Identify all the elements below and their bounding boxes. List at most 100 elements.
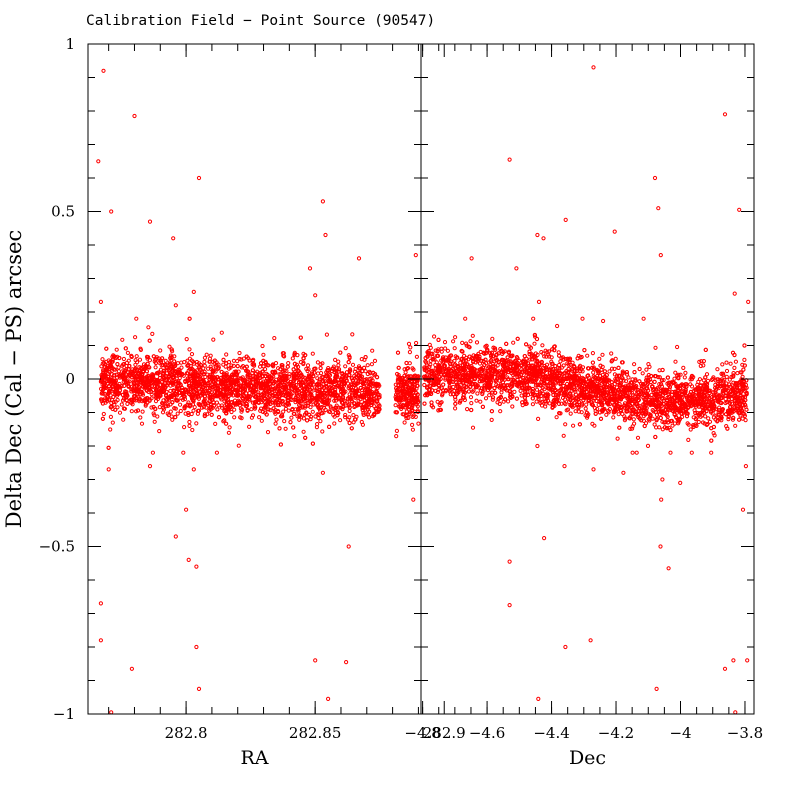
data-point xyxy=(178,402,183,407)
data-point xyxy=(129,354,134,359)
data-point xyxy=(107,389,112,394)
data-point xyxy=(99,386,104,391)
data-point xyxy=(207,356,212,361)
data-point xyxy=(140,409,145,414)
data-point xyxy=(360,369,365,374)
data-point xyxy=(645,443,651,448)
data-point xyxy=(110,420,115,425)
data-point xyxy=(347,367,353,372)
data-point xyxy=(260,369,265,374)
data-point xyxy=(119,402,124,407)
data-point xyxy=(597,356,602,361)
data-point xyxy=(724,374,729,379)
data-point xyxy=(612,366,617,371)
data-point xyxy=(224,421,229,426)
data-point xyxy=(297,378,302,383)
data-point xyxy=(281,409,286,414)
data-point xyxy=(125,401,130,406)
data-point xyxy=(673,359,678,364)
data-point xyxy=(114,347,119,352)
data-point xyxy=(175,411,180,416)
data-point xyxy=(100,401,106,406)
data-point xyxy=(347,408,352,414)
data-point xyxy=(337,381,342,386)
data-point xyxy=(249,383,254,388)
data-point xyxy=(321,395,326,400)
data-point xyxy=(403,370,408,375)
data-point xyxy=(229,409,234,415)
data-point xyxy=(320,470,325,475)
data-point xyxy=(191,408,196,413)
data-point xyxy=(401,402,406,407)
data-point xyxy=(293,397,298,402)
data-point xyxy=(177,390,182,396)
data-point xyxy=(221,357,226,362)
data-point xyxy=(372,393,377,398)
data-point xyxy=(601,318,606,324)
data-point xyxy=(313,293,318,298)
data-point xyxy=(108,427,113,432)
data-point xyxy=(324,332,329,337)
data-point xyxy=(121,356,127,362)
data-point xyxy=(682,375,687,380)
data-point xyxy=(343,346,348,351)
data-point xyxy=(165,411,170,416)
data-point xyxy=(394,428,399,433)
data-point xyxy=(288,420,293,425)
data-point xyxy=(224,361,229,366)
data-point xyxy=(326,696,331,702)
data-point xyxy=(149,392,154,397)
data-point xyxy=(109,710,114,715)
data-point xyxy=(406,341,412,346)
data-point xyxy=(244,391,249,396)
data-point xyxy=(244,354,249,359)
data-point xyxy=(182,397,188,402)
data-point xyxy=(112,373,117,378)
data-point xyxy=(111,400,116,405)
data-point xyxy=(152,419,157,424)
data-point xyxy=(147,365,152,370)
data-point xyxy=(289,415,294,420)
data-point xyxy=(291,425,296,430)
data-point xyxy=(116,369,122,374)
data-point xyxy=(115,405,120,410)
data-point xyxy=(313,658,318,663)
data-point xyxy=(358,379,363,384)
data-point xyxy=(180,372,185,377)
data-point xyxy=(468,385,473,390)
data-point xyxy=(263,396,268,401)
data-point xyxy=(314,425,319,430)
data-point xyxy=(715,367,720,372)
data-point xyxy=(226,366,232,371)
data-point xyxy=(215,407,220,412)
data-point xyxy=(303,435,308,440)
data-point xyxy=(108,405,113,410)
data-point xyxy=(127,364,132,369)
data-point xyxy=(365,363,370,368)
data-point xyxy=(177,375,182,381)
data-point xyxy=(305,418,310,423)
data-point xyxy=(276,366,281,371)
data-point xyxy=(338,350,343,355)
data-point xyxy=(349,426,354,431)
data-point xyxy=(681,365,686,370)
data-point xyxy=(731,371,736,376)
data-point xyxy=(120,337,125,342)
data-point xyxy=(208,364,213,369)
data-point xyxy=(318,419,323,424)
data-point xyxy=(315,360,320,365)
data-point xyxy=(141,362,147,367)
data-point xyxy=(265,385,270,390)
data-point xyxy=(359,357,364,362)
data-point xyxy=(142,399,148,404)
data-point xyxy=(263,361,269,366)
data-point xyxy=(228,400,233,405)
data-point xyxy=(344,660,349,665)
data-point xyxy=(244,364,249,369)
data-point xyxy=(396,365,401,370)
data-point xyxy=(116,365,121,370)
data-point xyxy=(304,366,309,371)
data-point xyxy=(558,359,563,364)
data-point xyxy=(160,356,165,361)
data-point xyxy=(258,364,263,369)
